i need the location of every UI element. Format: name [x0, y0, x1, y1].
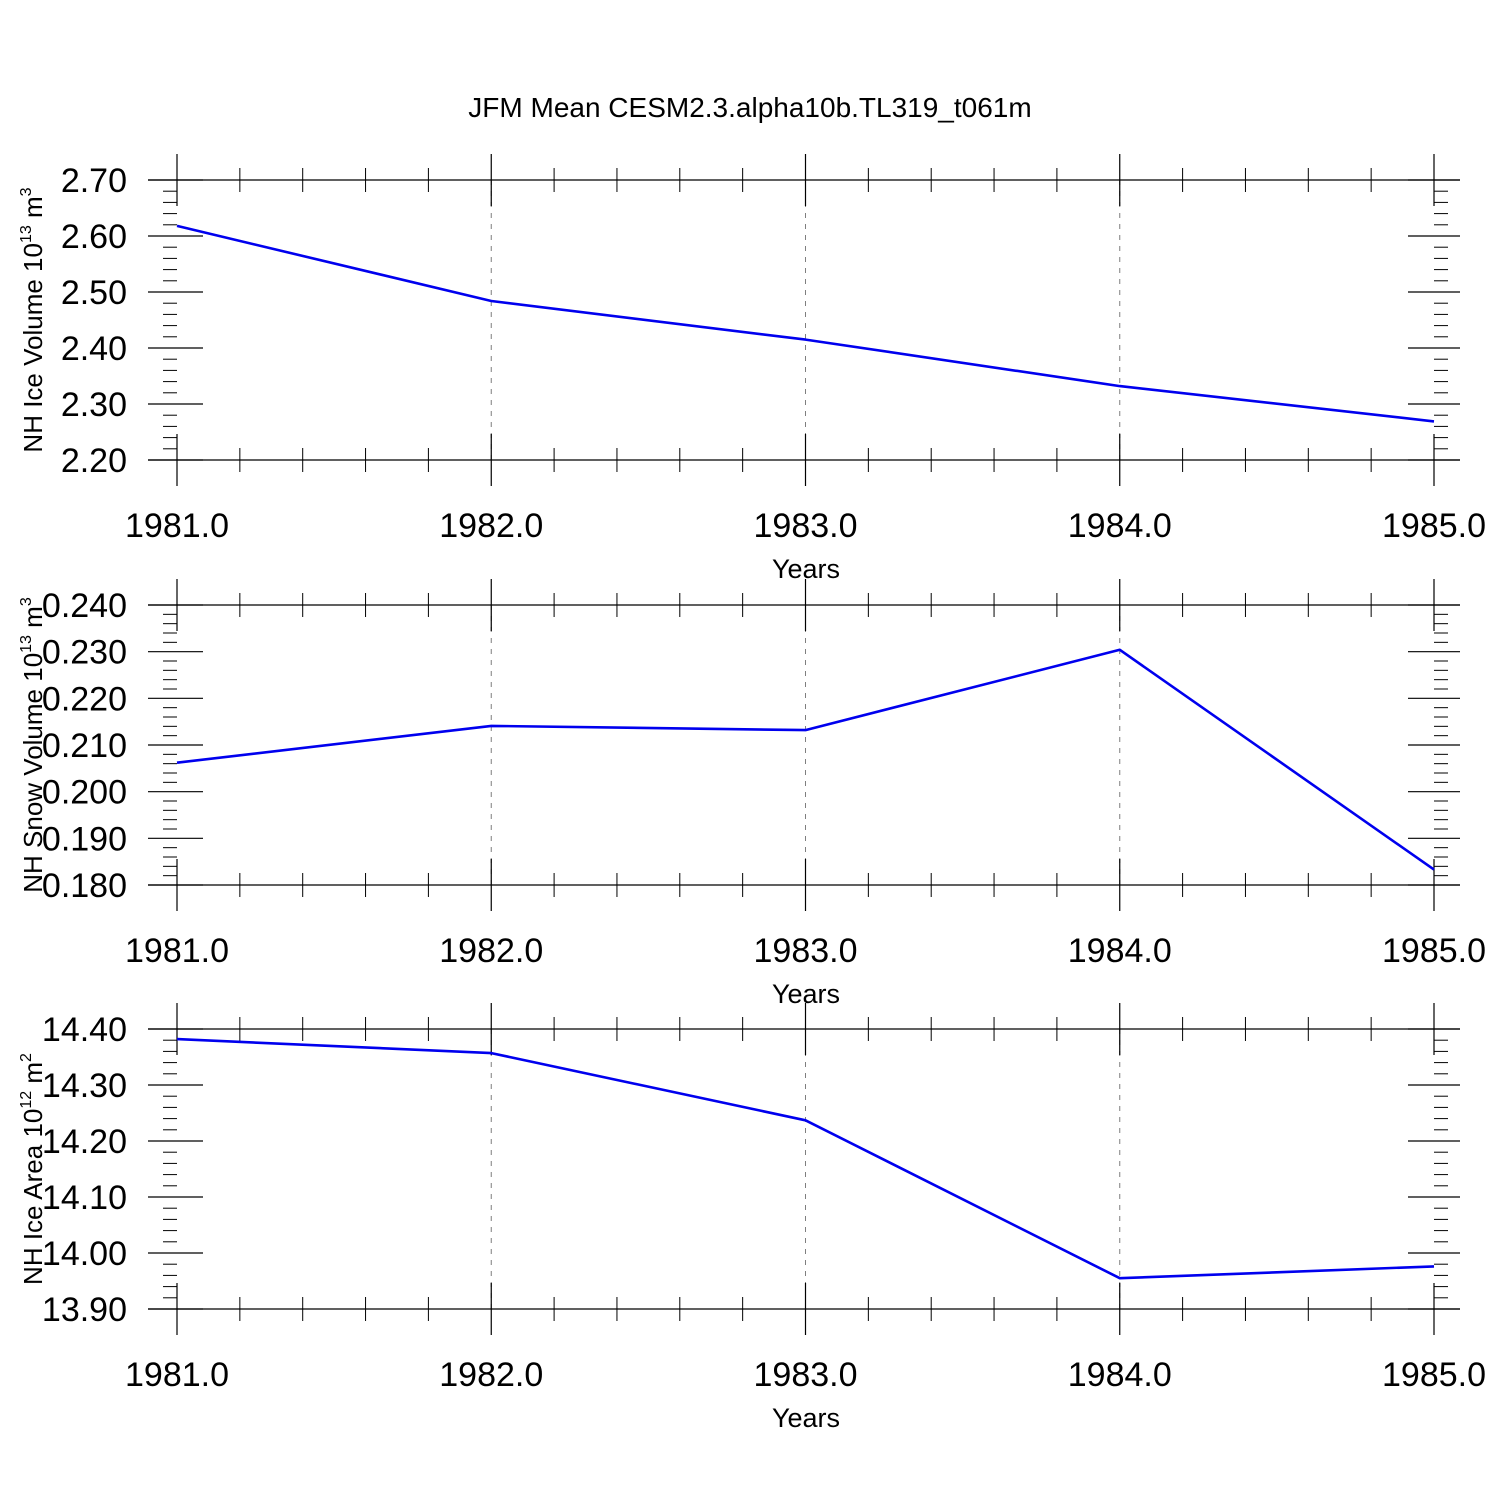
y-tick-label: 14.10: [42, 1179, 127, 1217]
y-tick-label: 0.200: [42, 774, 127, 812]
y-tick-label: 2.60: [61, 218, 127, 256]
panels: 1981.0 1982.0 1983.0 1984.0 1985.0 2.20 2.30 2.…: [18, 154, 1486, 1433]
y-tick-label: 0.220: [42, 680, 127, 718]
y-tick-label: 2.50: [61, 274, 127, 312]
x-tick-label: 1981.0: [125, 507, 229, 545]
y-axis-title: NH Snow Volume 1013 m3: [18, 597, 48, 893]
x-tick-label: 1984.0: [1068, 932, 1172, 970]
series-line: [176, 224, 1435, 423]
x-tick-label: 1981.0: [125, 1356, 229, 1394]
y-tick-label: 2.40: [61, 330, 127, 368]
chart-panel-3: 1981.0 1982.0 1983.0 1984.0 1985.0 13.90 14.00…: [18, 1003, 1486, 1433]
x-tick-label: 1984.0: [1068, 1356, 1172, 1394]
chart-panel-1: 1981.0 1982.0 1983.0 1984.0 1985.0 2.20 2.30 2.…: [18, 154, 1486, 584]
figure-title: JFM Mean CESM2.3.alpha10b.TL319_t061m: [468, 92, 1031, 123]
y-tick-label: 14.30: [42, 1067, 127, 1105]
y-tick-label: 14.00: [42, 1235, 127, 1273]
x-tick-label: 1984.0: [1068, 507, 1172, 545]
y-tick-label: 14.20: [42, 1123, 127, 1161]
x-tick-label: 1982.0: [439, 1356, 543, 1394]
series-line: [176, 1037, 1435, 1280]
y-tick-label: 0.210: [42, 727, 127, 765]
x-tick-label: 1985.0: [1382, 507, 1486, 545]
chart-panel-2: 1981.0 1982.0 1983.0 1984.0 1985.0 0.180 0.190…: [18, 579, 1486, 1009]
x-tick-label: 1985.0: [1382, 1356, 1486, 1394]
x-tick-label: 1981.0: [125, 932, 229, 970]
x-axis-title: Years: [772, 1403, 840, 1433]
y-tick-label: 0.180: [42, 867, 127, 905]
x-tick-label: 1985.0: [1382, 932, 1486, 970]
y-tick-label: 13.90: [42, 1291, 127, 1329]
y-axis-title: NH Ice Volume 1013 m3: [18, 187, 48, 452]
y-tick-label: 2.30: [61, 386, 127, 424]
y-tick-label: 2.20: [61, 442, 127, 480]
series-line: [176, 648, 1435, 871]
y-tick-label: 0.240: [42, 587, 127, 625]
x-tick-label: 1983.0: [754, 507, 858, 545]
x-tick-label: 1983.0: [754, 1356, 858, 1394]
y-axis-title: NH Ice Area 1012 m2: [18, 1053, 48, 1285]
x-tick-label: 1983.0: [754, 932, 858, 970]
y-tick-label: 2.70: [61, 162, 127, 200]
x-tick-label: 1982.0: [439, 932, 543, 970]
y-tick-label: 0.190: [42, 820, 127, 858]
x-tick-label: 1982.0: [439, 507, 543, 545]
y-tick-label: 14.40: [42, 1011, 127, 1049]
y-tick-label: 0.230: [42, 634, 127, 672]
